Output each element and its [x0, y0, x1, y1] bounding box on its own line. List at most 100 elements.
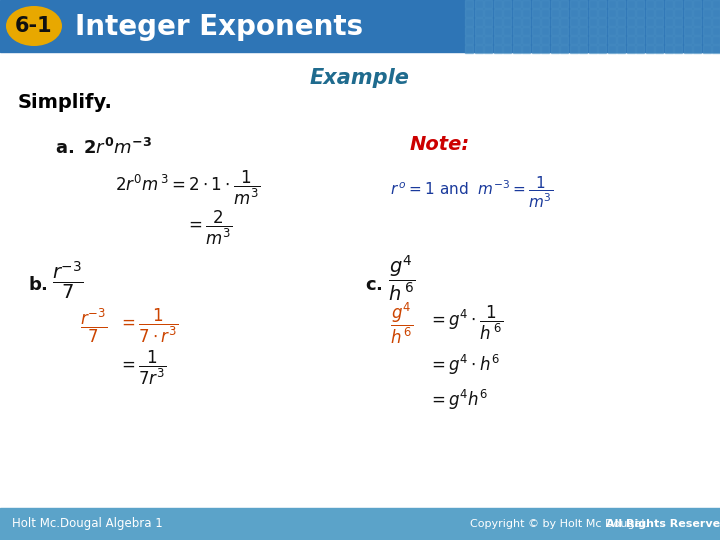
Bar [626, 9, 634, 17]
Text: Note:: Note: [410, 136, 470, 154]
Bar [636, 36, 644, 44]
Bar [560, 27, 568, 35]
Bar [693, 45, 701, 52]
Bar [626, 18, 634, 25]
Text: $\dfrac{g^4}{h^{\,6}}$: $\dfrac{g^4}{h^{\,6}}$ [388, 253, 415, 303]
Bar [646, 9, 654, 17]
Bar [608, 0, 616, 8]
Bar [674, 9, 682, 17]
Bar [503, 9, 511, 17]
Text: $\dfrac{r^{-3}}{7}$: $\dfrac{r^{-3}}{7}$ [52, 259, 84, 301]
Bar [712, 18, 720, 25]
Bar [646, 18, 654, 25]
Text: Copyright © by Holt Mc Dougal.: Copyright © by Holt Mc Dougal. [470, 519, 652, 529]
Bar [712, 36, 720, 44]
Bar [598, 27, 606, 35]
Bar [626, 0, 634, 8]
Bar [588, 36, 596, 44]
Bar [0, 508, 720, 540]
Bar [674, 45, 682, 52]
Bar [474, 45, 482, 52]
Bar [703, 36, 711, 44]
Bar [655, 27, 663, 35]
Bar [551, 27, 559, 35]
Bar [493, 45, 502, 52]
Bar [551, 18, 559, 25]
Bar [570, 27, 577, 35]
Bar [646, 36, 654, 44]
Bar [474, 18, 482, 25]
Bar [588, 27, 596, 35]
Bar [617, 45, 625, 52]
Bar [503, 45, 511, 52]
Bar [560, 45, 568, 52]
Bar [598, 9, 606, 17]
Bar [683, 45, 691, 52]
Bar [579, 36, 587, 44]
Bar [683, 36, 691, 44]
Bar [493, 36, 502, 44]
Bar [484, 45, 492, 52]
Text: Holt Mc.Dougal Algebra 1: Holt Mc.Dougal Algebra 1 [12, 517, 163, 530]
Bar [703, 27, 711, 35]
Bar [465, 18, 473, 25]
Bar [665, 36, 672, 44]
Bar [513, 18, 521, 25]
Bar [608, 45, 616, 52]
Bar [531, 0, 539, 8]
Bar [608, 9, 616, 17]
Bar [551, 0, 559, 8]
Ellipse shape [6, 6, 62, 46]
Bar [570, 0, 577, 8]
Text: $= g^4 \cdot \dfrac{1}{h^{\,6}}$: $= g^4 \cdot \dfrac{1}{h^{\,6}}$ [428, 304, 503, 342]
Bar [465, 9, 473, 17]
Bar [484, 36, 492, 44]
Bar [703, 18, 711, 25]
Bar [617, 36, 625, 44]
Bar [674, 27, 682, 35]
Bar [522, 0, 530, 8]
Bar [570, 18, 577, 25]
Bar [636, 27, 644, 35]
Bar [598, 18, 606, 25]
Text: $\dfrac{g^4}{h^{\,6}}$: $\dfrac{g^4}{h^{\,6}}$ [390, 300, 414, 346]
Bar [665, 18, 672, 25]
Bar [503, 27, 511, 35]
Bar [617, 27, 625, 35]
Bar [693, 36, 701, 44]
Bar [503, 36, 511, 44]
Bar [693, 9, 701, 17]
Bar [493, 18, 502, 25]
Bar [608, 36, 616, 44]
Bar [588, 0, 596, 8]
Bar [465, 0, 473, 8]
Bar [541, 27, 549, 35]
Bar [541, 18, 549, 25]
Text: Simplify.: Simplify. [18, 93, 113, 112]
Text: $\mathbf{c.}$: $\mathbf{c.}$ [365, 276, 382, 294]
Bar [531, 9, 539, 17]
Bar [579, 0, 587, 8]
Bar [588, 18, 596, 25]
Text: 6-1: 6-1 [15, 16, 53, 36]
Bar [636, 9, 644, 17]
Bar [513, 36, 521, 44]
Bar [636, 18, 644, 25]
Bar [522, 36, 530, 44]
Bar [712, 9, 720, 17]
Bar [560, 36, 568, 44]
Bar [522, 9, 530, 17]
Text: $\bf{a.\ 2\mathit{r}^0\mathit{m}^{-3}}$: $\bf{a.\ 2\mathit{r}^0\mathit{m}^{-3}}$ [55, 138, 152, 158]
Bar [484, 18, 492, 25]
Bar [570, 45, 577, 52]
Bar [493, 9, 502, 17]
Bar [513, 9, 521, 17]
Bar [493, 0, 502, 8]
Bar [674, 18, 682, 25]
Bar [513, 45, 521, 52]
Bar [617, 9, 625, 17]
Text: All Rights Reserved.: All Rights Reserved. [606, 519, 720, 529]
Bar [484, 0, 492, 8]
Bar [465, 27, 473, 35]
Text: $\dfrac{r^{-3}}{7}$: $\dfrac{r^{-3}}{7}$ [80, 307, 107, 345]
